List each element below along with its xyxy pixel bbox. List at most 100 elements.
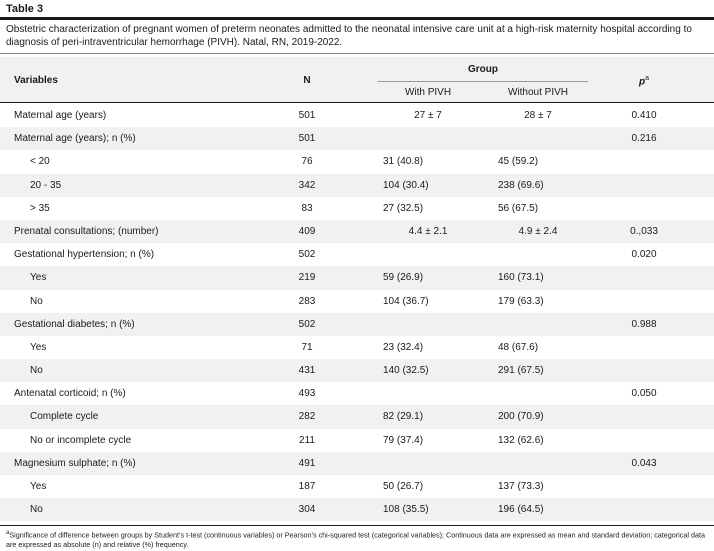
row-without-pivh: 137 (73.3)	[498, 481, 544, 492]
row-with-pivh: 23 (32.4)	[383, 341, 424, 353]
table-row: Prenatal consultations; (number) 409 4.4 ±…	[0, 219, 714, 244]
row-n: 83	[301, 202, 313, 214]
row-with-pivh: 104 (36.7)	[383, 295, 429, 307]
row-label: Magnesium sulphate; n (%)	[14, 457, 136, 469]
row-label: Maternal age (years)	[14, 110, 107, 121]
row-without-pivh: 160 (73.1)	[498, 272, 544, 284]
row-without-pivh: 132 (62.6)	[498, 434, 544, 446]
table-row: Yes 219 59 (26.9) 160 (73.1)	[0, 266, 714, 290]
table-row: Antenatal corticoid; n (%) 493 0.050	[0, 382, 714, 405]
row-with-pivh: 82 (29.1)	[383, 411, 424, 423]
row-label: No or incomplete cycle	[30, 434, 132, 446]
row-label: Gestational hypertension; n (%)	[14, 249, 155, 261]
row-without-pivh: 238 (69.6)	[498, 179, 544, 191]
table-header	[0, 57, 714, 102]
row-label: > 35	[30, 202, 50, 214]
row-n: 501	[298, 133, 316, 145]
table-row: Maternal age (years) 501 27 ± 7 28 ± 7 0.410	[0, 104, 714, 127]
row-p-value: 0.988	[631, 318, 657, 330]
row-without-pivh: 200 (70.9)	[498, 411, 544, 423]
row-with-pivh: 4.4 ± 2.1	[408, 225, 448, 237]
row-label: Complete cycle	[30, 411, 99, 423]
row-p-value: 0.020	[631, 249, 657, 261]
row-n: 211	[299, 434, 315, 446]
header-p-superscript: a	[645, 75, 649, 82]
row-without-pivh: 56 (67.5)	[498, 202, 539, 214]
row-without-pivh: 291 (67.5)	[498, 365, 544, 377]
table-row: Complete cycle 282 82 (29.1) 200 (70.9)	[0, 405, 714, 429]
row-with-pivh: 31 (40.8)	[383, 156, 424, 168]
footnote-superscript: a	[6, 530, 10, 536]
row-label: < 20	[30, 156, 50, 168]
header-p-label: p	[638, 76, 646, 88]
row-label: Prenatal consultations; (number)	[14, 225, 159, 237]
header-p-value: pa	[624, 75, 664, 87]
row-without-pivh: 4.9 ± 2.4	[518, 225, 558, 237]
table-body: Maternal age (years) 501 27 ± 7 28 ± 7 0.410…	[0, 104, 714, 522]
header-with-pivh: With PIVH	[404, 87, 452, 98]
row-without-pivh: 48 (67.6)	[498, 341, 539, 353]
row-p-value: 0.050	[631, 388, 657, 400]
header-variables: Variables	[14, 75, 58, 86]
row-with-pivh: 27 (32.5)	[383, 202, 424, 214]
row-without-pivh: 196 (64.5)	[498, 504, 544, 516]
row-n: 187	[298, 481, 316, 492]
row-with-pivh: 104 (30.4)	[383, 179, 429, 191]
header-group: Group	[468, 64, 498, 75]
table-row: Maternal age (years); n (%) 501 0.216	[0, 127, 714, 151]
row-with-pivh: 140 (32.5)	[383, 365, 429, 377]
row-label: Yes	[30, 272, 47, 284]
row-p-value: 0.,033	[630, 225, 658, 237]
row-n: 502	[298, 249, 316, 261]
row-without-pivh: 179 (63.3)	[498, 295, 544, 307]
table-row: Yes 71 23 (32.4) 48 (67.6)	[0, 336, 714, 359]
row-n: 304	[298, 504, 316, 516]
header-bottom-rule	[0, 102, 714, 103]
row-label: Maternal age (years); n (%)	[14, 133, 136, 145]
row-n: 219	[298, 272, 316, 284]
row-with-pivh: 108 (35.5)	[383, 504, 429, 516]
row-label: Yes	[30, 341, 47, 353]
header-n: N	[303, 75, 311, 86]
row-without-pivh: 28 ± 7	[524, 110, 552, 121]
row-label: Antenatal corticoid; n (%)	[14, 388, 126, 400]
table-row: 20 - 35 342 104 (30.4) 238 (69.6)	[0, 173, 714, 197]
row-without-pivh: 45 (59.2)	[498, 156, 539, 168]
row-n: 283	[298, 295, 316, 307]
row-n: 493	[298, 388, 316, 400]
row-label: Gestational diabetes; n (%)	[14, 318, 135, 330]
table-row: < 20 76 31 (40.8) 45 (59.2)	[0, 150, 714, 173]
row-label: No	[30, 365, 43, 377]
table-caption: Obstetric characterization of pregnant w…	[6, 24, 692, 48]
row-n: 491	[298, 457, 316, 469]
row-label: Yes	[30, 481, 47, 492]
table-row: No 283 104 (36.7) 179 (63.3)	[0, 290, 714, 313]
row-n: 71	[301, 341, 313, 353]
table-row: No or incomplete cycle 211 79 (37.4) 132 (6…	[0, 429, 714, 452]
row-with-pivh: 79 (37.4)	[383, 434, 424, 446]
row-n: 76	[301, 156, 313, 168]
header-top-rule	[0, 53, 714, 54]
table-row: Gestational hypertension; n (%) 502 0.020	[0, 243, 714, 266]
row-n: 502	[298, 318, 316, 330]
row-n: 282	[298, 411, 316, 423]
row-with-pivh: 59 (26.9)	[383, 272, 424, 284]
row-with-pivh: 27 ± 7	[414, 110, 442, 121]
table-row: Yes 187 50 (26.7) 137 (73.3)	[0, 475, 714, 498]
row-p-value: 0.043	[631, 457, 657, 469]
row-label: No	[30, 295, 43, 307]
table-row: No 304 108 (35.5) 196 (64.5)	[0, 498, 714, 522]
table-row: > 35 83 27 (32.5) 56 (67.5)	[0, 197, 714, 220]
footnote-text: Significance of difference between group…	[6, 530, 705, 550]
table-footnote: aSignificance of difference between grou…	[6, 528, 710, 550]
row-label: 20 - 35	[30, 179, 62, 191]
row-n: 501	[298, 110, 316, 121]
table-row: Magnesium sulphate; n (%) 491 0.043	[0, 451, 714, 475]
row-p-value: 0.216	[631, 133, 657, 145]
table-bottom-rule	[0, 525, 714, 526]
table-row: Gestational diabetes; n (%) 502 0.988	[0, 312, 714, 336]
row-label: No	[30, 504, 43, 516]
row-n: 342	[298, 179, 316, 191]
title-divider	[0, 17, 714, 20]
row-p-value: 0.410	[631, 110, 657, 121]
